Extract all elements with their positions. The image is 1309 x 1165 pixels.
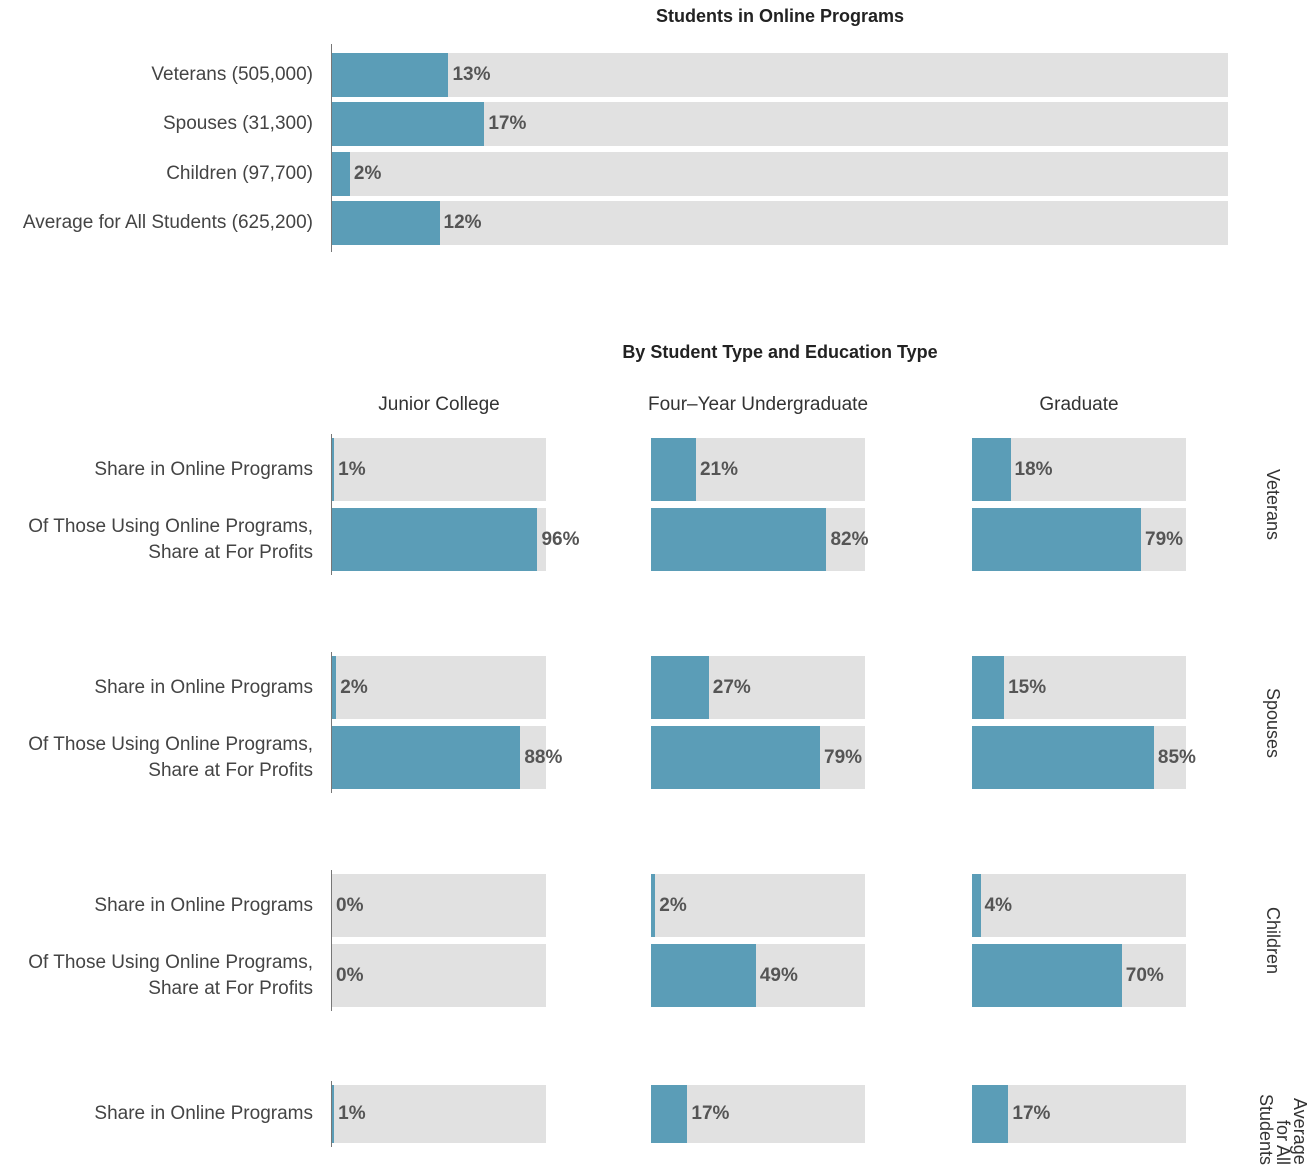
bar-background	[972, 656, 1186, 719]
bar-background	[332, 438, 546, 501]
value-label: 15%	[1008, 676, 1047, 698]
bar	[651, 1085, 688, 1143]
bar	[972, 438, 1011, 501]
facet-label: Spouses	[1263, 687, 1283, 758]
bar-background	[972, 874, 1186, 937]
bar	[332, 1085, 335, 1143]
axis-line	[331, 434, 332, 575]
value-label: 1%	[338, 1103, 366, 1124]
value-label: 2%	[659, 894, 687, 916]
bar	[332, 438, 335, 501]
value-label: 17%	[691, 1103, 730, 1124]
facet-label: Average for All Students	[1256, 1093, 1309, 1165]
category-label: Veterans (505,000)	[151, 64, 313, 85]
value-label: 12%	[443, 211, 482, 233]
value-label: 17%	[488, 113, 527, 135]
bar-background	[332, 656, 546, 719]
bar	[332, 508, 538, 571]
bar	[651, 874, 656, 937]
category-label: Children (97,700)	[166, 162, 313, 184]
value-label: 49%	[759, 964, 798, 986]
value-label: 85%	[1157, 746, 1196, 768]
column-header: Junior College	[378, 394, 500, 415]
bar	[332, 200, 440, 245]
category-label: Of Those Using Online Programs, Share at…	[28, 951, 313, 999]
axis-line	[331, 870, 332, 1011]
category-label: Of Those Using Online Programs, Share at…	[28, 515, 313, 563]
bar-background	[332, 944, 546, 1007]
axis-line	[331, 652, 332, 793]
bar	[972, 944, 1122, 1007]
axis-line	[331, 1081, 332, 1147]
bar	[332, 151, 350, 196]
value-label: 96%	[541, 528, 580, 550]
category-label: Average for All Students (625,200)	[22, 211, 313, 233]
bar	[972, 874, 981, 937]
bar	[651, 944, 756, 1007]
category-label: Share in Online Programs	[94, 458, 313, 480]
facet-label: Children	[1263, 907, 1283, 975]
value-label: 17%	[1012, 1103, 1051, 1124]
value-label: 1%	[338, 458, 366, 480]
bar-background	[332, 1085, 546, 1143]
category-label: Of Those Using Online Programs, Share at…	[28, 733, 313, 781]
value-label: 0%	[336, 964, 364, 986]
bar-background	[332, 200, 1228, 245]
value-label: 2%	[353, 162, 382, 184]
bar-background	[332, 874, 546, 937]
axis-line	[331, 44, 332, 252]
bar	[972, 508, 1142, 571]
value-label: 70%	[1125, 964, 1164, 986]
value-label: 88%	[524, 746, 563, 768]
bar	[332, 656, 337, 719]
chart-title: By Student Type and Education Type	[622, 342, 938, 362]
category-label: Share in Online Programs	[94, 1103, 313, 1124]
value-label: 21%	[699, 458, 738, 480]
category-label: Share in Online Programs	[94, 676, 313, 698]
bar-background	[332, 151, 1228, 196]
column-header: Graduate	[1039, 394, 1119, 415]
bar	[972, 1085, 1009, 1143]
value-label: 79%	[1145, 528, 1184, 550]
bar	[651, 726, 821, 789]
bar-background	[332, 53, 1228, 97]
bar	[332, 53, 449, 97]
facet-label: Veterans	[1263, 469, 1283, 541]
value-label: 4%	[984, 894, 1013, 916]
category-label: Share in Online Programs	[94, 894, 313, 916]
bar	[332, 102, 485, 147]
bar-background	[651, 874, 865, 937]
bar	[972, 656, 1005, 719]
value-label: 82%	[830, 528, 869, 550]
bar	[332, 726, 521, 789]
bar	[651, 438, 696, 501]
value-label: 0%	[336, 894, 364, 916]
column-header: Four–Year Undergraduate	[647, 394, 869, 415]
bar	[651, 508, 827, 571]
value-label: 79%	[824, 746, 863, 768]
value-label: 2%	[340, 676, 368, 698]
category-label: Spouses (31,300)	[163, 113, 313, 135]
value-label: 13%	[452, 64, 491, 85]
value-label: 18%	[1014, 458, 1053, 480]
chart-title: Students in Online Programs	[655, 6, 905, 26]
bar	[972, 726, 1154, 789]
bar	[651, 656, 709, 719]
value-label: 27%	[712, 676, 751, 698]
